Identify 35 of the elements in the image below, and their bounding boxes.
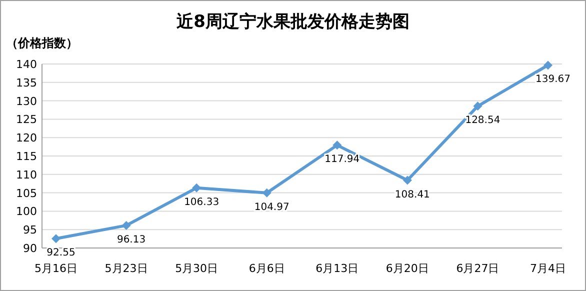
y-tick-label: 125 — [16, 113, 37, 126]
y-tick-label: 140 — [16, 58, 37, 71]
x-tick-label: 5月23日 — [104, 262, 148, 275]
data-label: 117.94 — [324, 154, 360, 166]
point — [52, 234, 60, 244]
x-tick-label: 5月30日 — [175, 262, 218, 275]
y-tick-label: 105 — [16, 186, 37, 200]
x-tick-label: 6月6日 — [248, 262, 285, 275]
y-tick-label: 115 — [16, 150, 37, 163]
data-label: 92.55 — [46, 248, 76, 259]
x-tick-label: 5月16日 — [34, 262, 78, 275]
point — [402, 176, 412, 185]
data-label: 128.54 — [465, 115, 500, 126]
point — [473, 102, 482, 111]
x-tick-label: 7月4日 — [530, 262, 566, 275]
x-tick-label: 6月27日 — [456, 262, 500, 275]
data-label: 96.13 — [116, 234, 146, 246]
y-tick-label: 120 — [16, 132, 37, 145]
y-tick-label: 110 — [16, 168, 37, 182]
y-tick-label: 100 — [16, 205, 37, 218]
point — [544, 60, 552, 70]
point — [122, 220, 131, 230]
data-label: 108.41 — [394, 189, 430, 200]
x-tick-label: 6月20日 — [386, 262, 429, 275]
y-tick-label: 135 — [16, 76, 37, 90]
y-tick-label: 90 — [23, 242, 37, 255]
y-tick-label: 130 — [16, 94, 37, 108]
y-axis-title: （价格指数） — [6, 36, 78, 50]
data-label: 139.67 — [536, 74, 570, 86]
data-label: 104.97 — [254, 202, 290, 213]
y-tick-label: 95 — [23, 224, 37, 237]
chart-title: 近8周辽宁水果批发价格走势图 — [176, 12, 410, 32]
x-tick-label: 6月13日 — [316, 262, 359, 275]
data-label: 106.33 — [184, 196, 220, 208]
point — [332, 140, 342, 150]
